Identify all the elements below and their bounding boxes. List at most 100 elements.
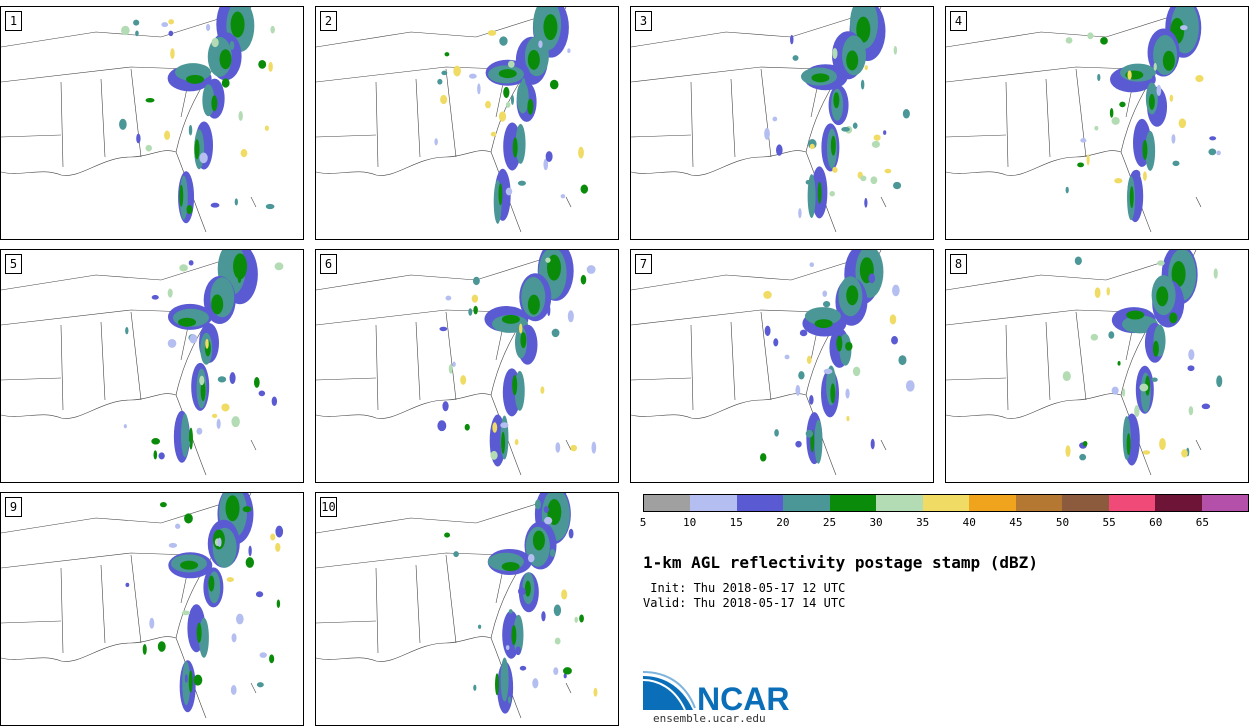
reflectivity-cell [547, 304, 551, 317]
boundary-line [316, 393, 492, 419]
boundary-line [946, 377, 1007, 381]
boundary-line [946, 257, 1177, 291]
boundary-line [1005, 324, 1009, 411]
boundary-line [1, 14, 232, 48]
member-panel-1: 1 [0, 6, 304, 240]
reflectivity-cell [1188, 349, 1195, 361]
reflectivity-cell [832, 47, 838, 59]
reflectivity-cell [145, 98, 155, 103]
reflectivity-cell [245, 557, 255, 568]
reflectivity-cell [269, 654, 275, 664]
reflectivity-cell [1065, 186, 1069, 194]
reflectivity-cell [823, 300, 831, 308]
map-canvas [946, 250, 1223, 476]
reflectivity-cell [839, 333, 852, 366]
reflectivity-cell [759, 453, 767, 462]
reflectivity-cell [507, 696, 511, 704]
reflectivity-cell [1097, 73, 1101, 82]
reflectivity-cell [211, 95, 218, 112]
reflectivity-cell [545, 257, 551, 263]
reflectivity-cell [1100, 37, 1108, 45]
boundary-line [631, 134, 692, 138]
reflectivity-cell [1201, 403, 1211, 410]
reflectivity-cell [811, 73, 830, 83]
reflectivity-cell [248, 545, 252, 557]
reflectivity-cell [198, 617, 209, 658]
reflectivity-cell [511, 625, 517, 646]
colorbar-swatch [644, 495, 691, 511]
reflectivity-cell [1152, 340, 1159, 357]
member-panel-6: 6 [315, 249, 619, 483]
map-canvas [1, 250, 284, 476]
member-panel-9: 9 [0, 492, 304, 726]
reflectivity-cell [795, 440, 802, 448]
colorbar-tick-label: 60 [1149, 516, 1163, 529]
reflectivity-cell [1178, 118, 1187, 129]
reflectivity-cell [1119, 101, 1126, 108]
reflectivity-cell [846, 415, 850, 422]
reflectivity-cell [499, 36, 508, 46]
reflectivity-cell [804, 307, 841, 326]
reflectivity-cell [541, 311, 546, 316]
reflectivity-cell [238, 110, 243, 121]
reflectivity-cell [513, 614, 524, 655]
reflectivity-cell [795, 384, 801, 396]
boundary-line [1195, 196, 1202, 208]
reflectivity-cell [763, 290, 772, 299]
colorbar-swatch [1062, 495, 1109, 511]
reflectivity-cell [225, 495, 240, 522]
boundary-line [730, 78, 736, 158]
reflectivity-cell [473, 305, 478, 315]
reflectivity-cell [1114, 178, 1123, 184]
reflectivity-cell [229, 40, 235, 50]
reflectivity-cell [441, 70, 448, 76]
reflectivity-cell [1129, 186, 1134, 209]
reflectivity-cell [551, 328, 560, 338]
reflectivity-cell [586, 265, 596, 274]
reflectivity-cell [151, 295, 159, 300]
reflectivity-cell [217, 537, 222, 547]
reflectivity-cell [505, 187, 513, 196]
reflectivity-cell [514, 370, 525, 411]
reflectivity-cell [505, 645, 510, 651]
boundary-line [316, 500, 547, 534]
boundary-line [1195, 439, 1202, 451]
reflectivity-cell [477, 624, 482, 629]
boundary-line [316, 620, 377, 624]
colorbar-swatch [922, 495, 970, 511]
reflectivity-cell [1065, 445, 1071, 457]
boundary-line [1075, 311, 1087, 401]
reflectivity-cell [490, 131, 497, 137]
reflectivity-cell [868, 273, 876, 284]
colorbar-swatch [829, 495, 877, 511]
reflectivity-cell [181, 610, 191, 616]
boundary-line [880, 196, 887, 208]
reflectivity-cell [1106, 287, 1110, 296]
reflectivity-cell [264, 125, 269, 131]
boundary-line [1, 393, 177, 419]
boundary-line [415, 321, 421, 401]
boundary-line [760, 311, 772, 401]
reflectivity-cell [532, 678, 539, 689]
reflectivity-cell [764, 325, 771, 337]
reflectivity-cell [534, 499, 541, 510]
reflectivity-cell [253, 376, 260, 388]
reflectivity-cell [860, 79, 865, 90]
reflectivity-cell [119, 118, 127, 130]
reflectivity-cell [200, 381, 206, 402]
boundary-line [1045, 78, 1051, 158]
reflectivity-cell [196, 427, 203, 435]
reflectivity-cell [817, 181, 822, 204]
reflectivity-cell [233, 253, 248, 280]
member-panel-10: 10 [315, 492, 619, 726]
boundary-line [1, 150, 177, 176]
reflectivity-cell [1094, 287, 1101, 299]
map-canvas [316, 493, 598, 719]
reflectivity-cell [186, 204, 193, 215]
reflectivity-cell [471, 294, 479, 303]
reflectivity-cell [142, 644, 147, 655]
reflectivity-cell [1132, 169, 1141, 179]
reflectivity-cell [873, 134, 881, 141]
reflectivity-cell [1157, 260, 1165, 266]
reflectivity-cell [259, 652, 267, 658]
